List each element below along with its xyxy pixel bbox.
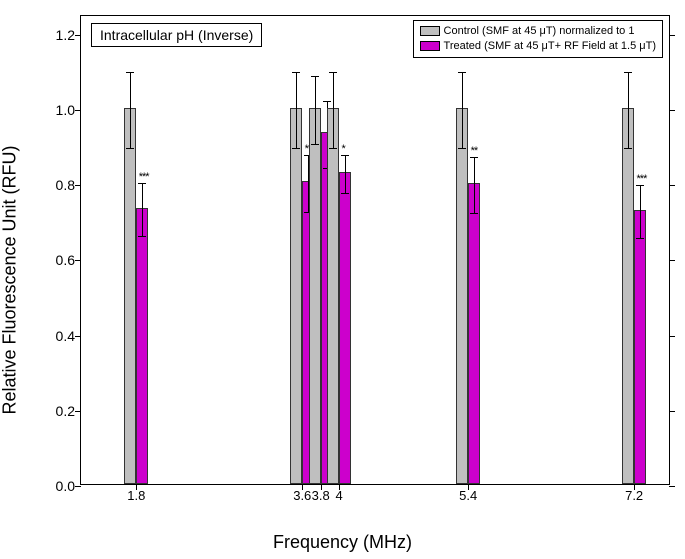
error-bar [130,72,131,147]
control-bar [327,108,339,484]
y-tick-mark [669,336,675,337]
y-axis-label: Relative Fluorescence Unit (RFU) [0,145,21,414]
error-cap [311,76,319,77]
y-tick-mark [75,110,81,111]
error-bar [640,185,641,238]
error-bar [345,155,346,193]
control-bar [456,108,468,484]
significance-marker: *** [139,171,149,183]
treated-bar [136,208,148,484]
x-axis-label: Frequency (MHz) [273,532,412,553]
error-cap [470,213,478,214]
x-tick-mark [302,484,303,490]
significance-marker: ** [471,145,478,157]
error-bar [333,72,334,147]
x-tick-mark [339,484,340,490]
control-bar [124,108,136,484]
significance-marker: *** [637,173,647,185]
error-bar [315,76,316,144]
error-cap [138,183,146,184]
x-tick-mark [634,484,635,490]
y-tick-mark [669,411,675,412]
treated-bar [634,210,646,484]
legend-label-treated: Treated (SMF at 45 μT+ RF Field at 1.5 μ… [444,39,656,54]
treated-bar [468,183,480,484]
error-bar [628,72,629,147]
error-cap [341,193,349,194]
error-cap [624,72,632,73]
plot-area: Intracellular pH (Inverse) Control (SMF … [80,15,670,485]
y-tick-mark [75,185,81,186]
error-cap [636,185,644,186]
legend-label-control: Control (SMF at 45 μT) normalized to 1 [444,24,635,39]
control-bar [309,108,321,484]
error-bar [296,72,297,147]
error-cap [138,236,146,237]
chart-container: Relative Fluorescence Unit (RFU) Frequen… [0,0,685,559]
y-tick-mark [669,35,675,36]
legend-swatch-treated [420,41,440,51]
y-tick-mark [75,35,81,36]
y-tick-mark [669,486,675,487]
error-cap [636,238,644,239]
y-tick-mark [669,185,675,186]
error-cap [329,148,337,149]
error-cap [323,101,331,102]
error-bar [474,157,475,213]
x-tick-mark [136,484,137,490]
y-tick-mark [75,336,81,337]
y-tick-mark [669,110,675,111]
error-cap [126,72,134,73]
x-tick-mark [321,484,322,490]
control-bar [622,108,634,484]
error-cap [311,144,319,145]
error-cap [458,72,466,73]
chart-title: Intracellular pH (Inverse) [91,23,262,47]
error-cap [292,72,300,73]
y-tick-mark [75,486,81,487]
treated-bar [339,172,351,484]
y-tick-mark [669,260,675,261]
y-tick-mark [75,411,81,412]
error-bar [142,183,143,236]
error-cap [624,148,632,149]
error-cap [329,72,337,73]
x-tick-mark [468,484,469,490]
legend-row-control: Control (SMF at 45 μT) normalized to 1 [420,24,656,39]
legend: Control (SMF at 45 μT) normalized to 1 T… [413,20,663,58]
error-cap [292,148,300,149]
error-cap [341,155,349,156]
control-bar [290,108,302,484]
error-cap [126,148,134,149]
y-tick-mark [75,260,81,261]
error-bar [462,72,463,147]
error-cap [470,157,478,158]
legend-row-treated: Treated (SMF at 45 μT+ RF Field at 1.5 μ… [420,39,656,54]
significance-marker: * [342,143,345,155]
legend-swatch-control [420,26,440,36]
error-cap [458,148,466,149]
